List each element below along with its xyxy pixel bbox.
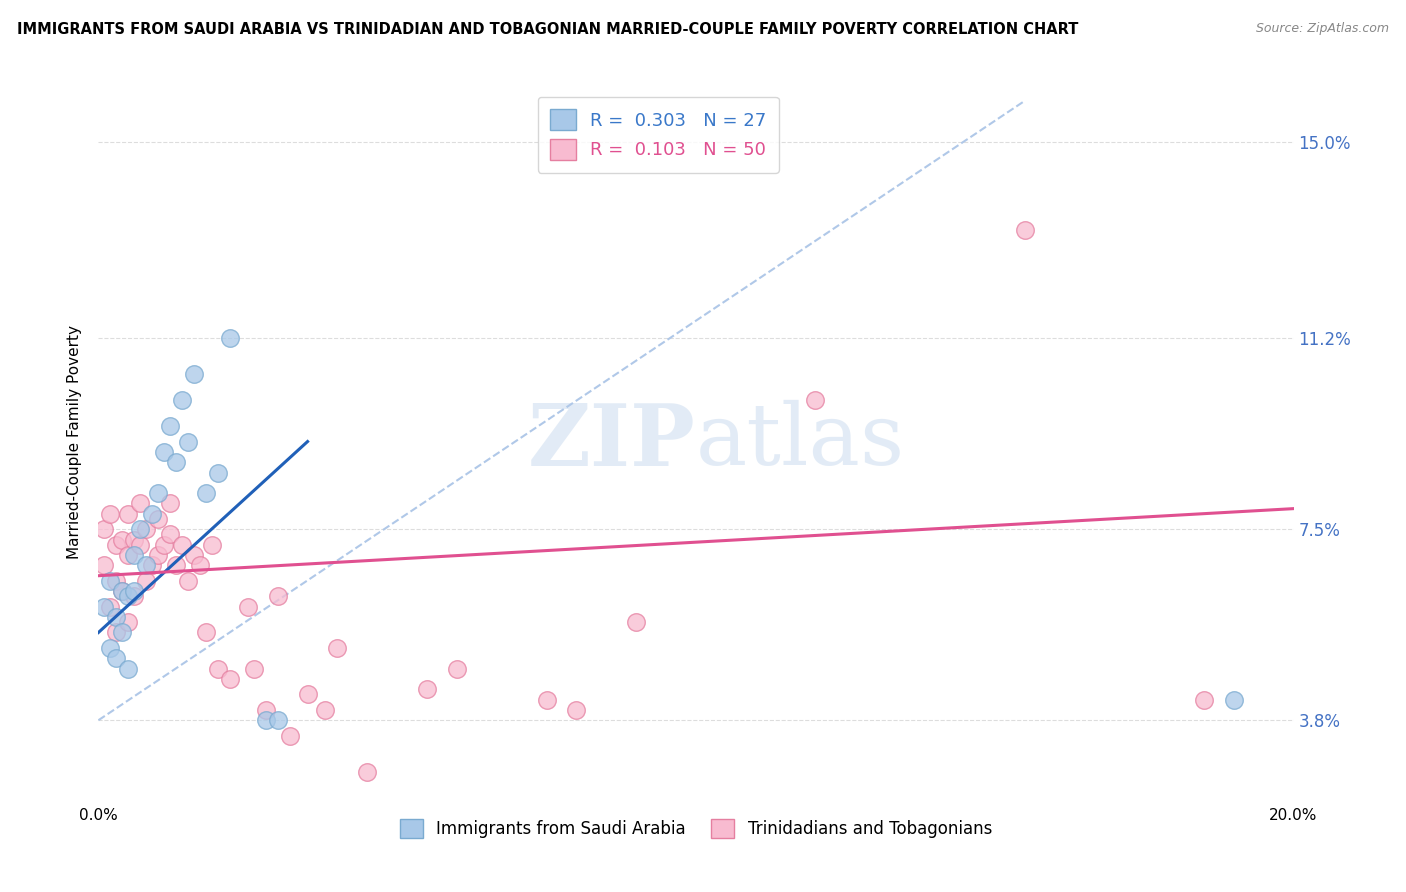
Point (117, 615, 139, 630)
Point (278, 729, 301, 743)
Y-axis label: Married-Couple Family Poverty: Married-Couple Family Poverty (67, 325, 83, 558)
Point (219, 672, 242, 686)
Point (219, 331, 242, 345)
Point (172, 393, 194, 408)
Text: Source: ZipAtlas.com: Source: ZipAtlas.com (1256, 22, 1389, 36)
Point (93, 558, 115, 573)
Point (188, 558, 211, 573)
Point (105, 610, 128, 624)
Point (111, 533, 134, 547)
Point (297, 687, 319, 701)
Point (165, 558, 187, 573)
Point (195, 486, 218, 500)
Point (105, 651, 128, 665)
Point (141, 507, 163, 521)
Point (254, 703, 277, 717)
Point (98, 640, 122, 655)
Point (626, 615, 648, 630)
Point (804, 393, 827, 408)
Point (135, 574, 157, 588)
Point (159, 527, 181, 541)
Point (446, 662, 468, 676)
Point (416, 682, 439, 697)
Point (98, 574, 122, 588)
Point (153, 445, 176, 459)
Point (105, 538, 128, 552)
Point (1223, 692, 1246, 706)
Point (172, 538, 194, 552)
Point (117, 548, 139, 562)
Point (267, 590, 290, 604)
Point (98, 599, 122, 614)
Point (1014, 223, 1036, 237)
Point (135, 558, 157, 573)
Point (195, 625, 218, 640)
Point (124, 548, 146, 562)
Text: atlas: atlas (696, 400, 905, 483)
Point (148, 512, 170, 526)
Point (254, 713, 277, 727)
Point (111, 625, 134, 640)
Point (129, 496, 152, 510)
Point (165, 455, 187, 469)
Point (536, 692, 558, 706)
Point (124, 584, 146, 599)
Point (93, 599, 115, 614)
Point (105, 625, 128, 640)
Point (111, 584, 134, 599)
Text: IMMIGRANTS FROM SAUDI ARABIA VS TRINIDADIAN AND TOBAGONIAN MARRIED-COUPLE FAMILY: IMMIGRANTS FROM SAUDI ARABIA VS TRINIDAD… (17, 22, 1078, 37)
Point (111, 584, 134, 599)
Point (1192, 692, 1215, 706)
Point (183, 368, 205, 382)
Point (201, 538, 224, 552)
Point (117, 662, 139, 676)
Point (183, 548, 205, 562)
Point (105, 574, 128, 588)
Point (267, 713, 290, 727)
Point (315, 703, 337, 717)
Point (141, 558, 163, 573)
Point (129, 522, 152, 536)
Point (124, 533, 146, 547)
Point (236, 599, 259, 614)
Point (243, 662, 266, 676)
Text: ZIP: ZIP (529, 400, 696, 483)
Point (159, 496, 181, 510)
Point (356, 764, 378, 779)
Point (148, 486, 170, 500)
Point (177, 574, 200, 588)
Point (117, 590, 139, 604)
Point (159, 419, 181, 434)
Point (93, 522, 115, 536)
Point (98, 507, 122, 521)
Point (207, 662, 229, 676)
Point (153, 538, 176, 552)
Point (124, 590, 146, 604)
Point (148, 548, 170, 562)
Point (135, 522, 157, 536)
Point (117, 507, 139, 521)
Point (177, 434, 200, 449)
Point (565, 703, 588, 717)
Point (326, 640, 349, 655)
Point (129, 538, 152, 552)
Point (207, 466, 229, 480)
Legend: Immigrants from Saudi Arabia, Trinidadians and Tobagonians: Immigrants from Saudi Arabia, Trinidadia… (394, 813, 998, 845)
